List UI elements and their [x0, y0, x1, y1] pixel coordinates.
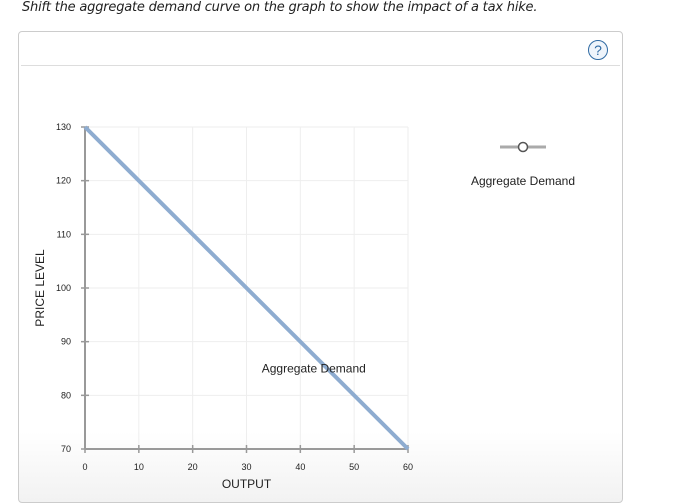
- y-tick-label: 70: [61, 444, 71, 454]
- x-tick-label: 10: [134, 462, 144, 472]
- y-axis-label: PRICE LEVEL: [33, 249, 47, 327]
- x-tick-label: 50: [349, 462, 359, 472]
- curve-label: Aggregate Demand: [262, 362, 366, 376]
- x-axis-label: OUTPUT: [222, 477, 272, 491]
- legend-label: Aggregate Demand: [471, 174, 575, 188]
- x-tick-label: 0: [82, 462, 87, 472]
- chart[interactable]: 0 10 20 30 40 50 60 70 80 90 100 110 120 130 OUTPUT PRI…: [0, 0, 675, 492]
- x-tick-label: 30: [241, 462, 251, 472]
- y-tick-label: 110: [57, 229, 71, 239]
- legend-handle-icon[interactable]: [517, 141, 529, 153]
- y-tick-label: 80: [61, 390, 71, 400]
- y-tick-label: 120: [56, 176, 71, 186]
- x-tick-label: 20: [188, 462, 198, 472]
- x-tick-label: 40: [295, 462, 305, 472]
- header-divider: [21, 65, 620, 66]
- y-tick-label: 100: [56, 283, 71, 293]
- question-prompt: Shift the aggregate demand curve on the …: [22, 0, 538, 15]
- graph-panel: ?: [18, 31, 623, 503]
- x-tick-label: 60: [403, 462, 413, 472]
- y-tick-label: 130: [56, 122, 71, 132]
- help-button[interactable]: ?: [588, 40, 608, 60]
- aggregate-demand-curve[interactable]: [83, 125, 410, 451]
- y-tick-label: 90: [61, 337, 71, 347]
